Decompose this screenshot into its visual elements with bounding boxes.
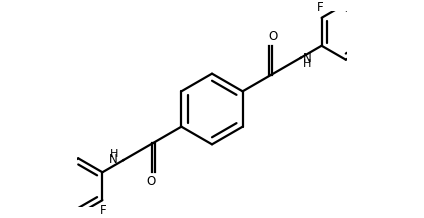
Text: F: F xyxy=(317,1,324,14)
Text: H: H xyxy=(109,149,118,159)
Text: N: N xyxy=(109,153,118,166)
Text: H: H xyxy=(302,59,311,69)
Text: N: N xyxy=(302,52,311,65)
Text: F: F xyxy=(100,204,107,217)
Text: O: O xyxy=(147,175,156,188)
Text: O: O xyxy=(268,30,277,43)
